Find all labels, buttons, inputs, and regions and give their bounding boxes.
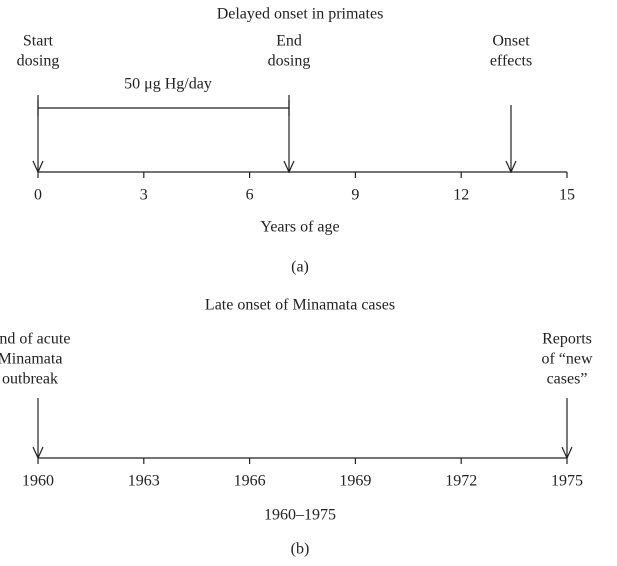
tick-label: 15 xyxy=(559,187,575,204)
arrow-head xyxy=(505,160,517,174)
axis-label: 1960–1975 xyxy=(264,507,336,524)
dose-bar xyxy=(37,100,290,116)
event-label: outbreak xyxy=(2,371,58,388)
event-label: cases” xyxy=(547,371,588,388)
tick-label: 6 xyxy=(246,187,254,204)
tick-label: 1975 xyxy=(551,473,583,490)
tick-label: 9 xyxy=(351,187,359,204)
event-label: End of acute xyxy=(0,331,70,348)
event-label: Reports xyxy=(542,331,592,348)
tick-label: 1969 xyxy=(339,473,371,490)
event-label: Onset xyxy=(492,33,530,50)
tick-label: 0 xyxy=(34,187,42,204)
tick-label: 1960 xyxy=(22,473,54,490)
tick-label: 1972 xyxy=(445,473,477,490)
event-label: dosing xyxy=(268,53,311,70)
tick-label: 3 xyxy=(140,187,148,204)
tick-label: 1963 xyxy=(128,473,160,490)
event-label: effects xyxy=(490,53,532,70)
event-label: of “new xyxy=(541,351,593,368)
caption: (a) xyxy=(291,259,309,276)
arrow-head xyxy=(283,160,295,174)
tick-label: 12 xyxy=(453,187,469,204)
event-label: End xyxy=(276,33,302,50)
arrow-head xyxy=(32,446,44,460)
event-label: dosing xyxy=(17,53,60,70)
panel-title: Delayed onset in primates xyxy=(217,6,384,23)
event-label: Minamata xyxy=(0,351,62,368)
axis-label: Years of age xyxy=(260,219,339,236)
tick-label: 1966 xyxy=(234,473,266,490)
arrow-head xyxy=(32,160,44,174)
dose-label: 50 μg Hg/day xyxy=(124,76,212,93)
event-label: Start xyxy=(23,33,54,50)
panel-title: Late onset of Minamata cases xyxy=(205,297,395,314)
arrow-head xyxy=(561,446,573,460)
caption: (b) xyxy=(291,541,310,558)
